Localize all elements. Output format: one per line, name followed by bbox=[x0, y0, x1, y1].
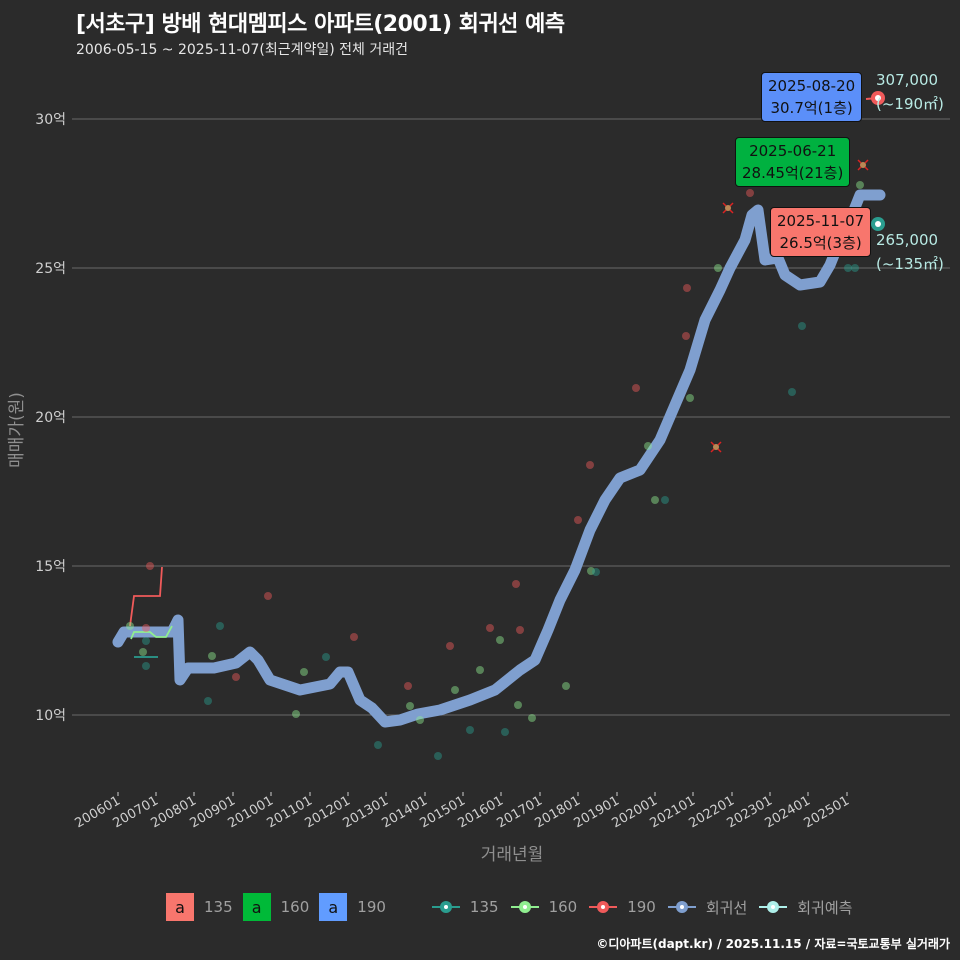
prediction-label-190: 307,000 (~190㎡) bbox=[876, 68, 944, 116]
callout-160-price: 28.45억(21층) bbox=[742, 164, 844, 182]
legend-fill-160-swatch: a bbox=[242, 893, 271, 921]
callout-190: 2025-08-20 30.7억(1층) bbox=[761, 72, 863, 122]
x-axis-tick-marks bbox=[117, 792, 848, 796]
x-axis-title: 거래년월 bbox=[481, 845, 544, 865]
callout-135-date: 2025-11-07 bbox=[777, 212, 865, 230]
legend-line-160-icon bbox=[510, 901, 539, 913]
y-tick-30: 30억 bbox=[35, 112, 66, 128]
prediction-area-190: (~190㎡) bbox=[876, 95, 944, 113]
prediction-value-190: 307,000 bbox=[876, 71, 939, 89]
x-tick: 202501 bbox=[802, 793, 852, 831]
chart-subtitle: 2006-05-15 ~ 2025-11-07(최근계약일) 전체 거래건 bbox=[76, 42, 408, 58]
scatter-points bbox=[126, 181, 864, 760]
legend-line-135-label: 135 bbox=[469, 898, 499, 916]
legend-line-160-label: 160 bbox=[548, 898, 578, 916]
series-190-line bbox=[129, 566, 163, 627]
callout-135-price: 26.5억(3층) bbox=[779, 234, 862, 252]
y-tick-10: 10억 bbox=[35, 708, 66, 724]
legend-line-190-label: 190 bbox=[627, 898, 656, 916]
legend-regression-icon bbox=[667, 901, 696, 913]
legend-fill-190-swatch: a bbox=[319, 893, 348, 921]
callout-160-date: 2025-06-21 bbox=[749, 142, 837, 160]
legend-prediction-label: 회귀예측 bbox=[797, 898, 853, 917]
prediction-value-135: 265,000 bbox=[876, 231, 939, 249]
y-tick-25: 25억 bbox=[35, 261, 66, 277]
footer-credit: ©디아파트(dapt.kr) / 2025.11.15 / 자료=국토교통부 실… bbox=[596, 937, 950, 951]
chart-title: [서초구] 방배 현대멤피스 아파트(2001) 회귀선 예측 bbox=[76, 12, 565, 37]
callout-190-date: 2025-08-20 bbox=[768, 77, 856, 95]
legend-line-135-icon bbox=[431, 901, 460, 913]
regression-line bbox=[112, 189, 886, 728]
legend-regression-label: 회귀선 bbox=[705, 898, 748, 917]
callout-160: 2025-06-21 28.45억(21층) bbox=[735, 137, 851, 187]
callout-135: 2025-11-07 26.5억(3층) bbox=[770, 207, 872, 257]
prediction-label-135: 265,000 (~135㎡) bbox=[876, 228, 944, 276]
prediction-area-135: (~135㎡) bbox=[876, 255, 944, 273]
legend-prediction-icon bbox=[759, 901, 788, 913]
x-axis-ticks: 200601 200701 200801 200901 201001 20110… bbox=[73, 793, 852, 831]
callout-190-price: 30.7억(1층) bbox=[770, 99, 853, 117]
series-160-line bbox=[130, 625, 173, 640]
legend: a 135 a 160 a 190 135 160 190 회귀선 회귀예측 bbox=[166, 893, 862, 921]
outlier-markers bbox=[710, 159, 869, 453]
y-tick-15: 15억 bbox=[35, 559, 66, 575]
y-axis-title: 매매가(원) bbox=[7, 392, 27, 468]
legend-fill-135-label: 135 bbox=[204, 898, 233, 916]
legend-fill-160-label: 160 bbox=[280, 898, 310, 916]
y-axis-ticks: 30억 25억 20억 15억 10억 bbox=[35, 112, 66, 724]
y-tick-20: 20억 bbox=[35, 410, 66, 426]
legend-fill-190-label: 190 bbox=[357, 898, 386, 916]
legend-line-190-icon bbox=[589, 901, 618, 913]
legend-fill-135-swatch: a bbox=[166, 893, 194, 921]
